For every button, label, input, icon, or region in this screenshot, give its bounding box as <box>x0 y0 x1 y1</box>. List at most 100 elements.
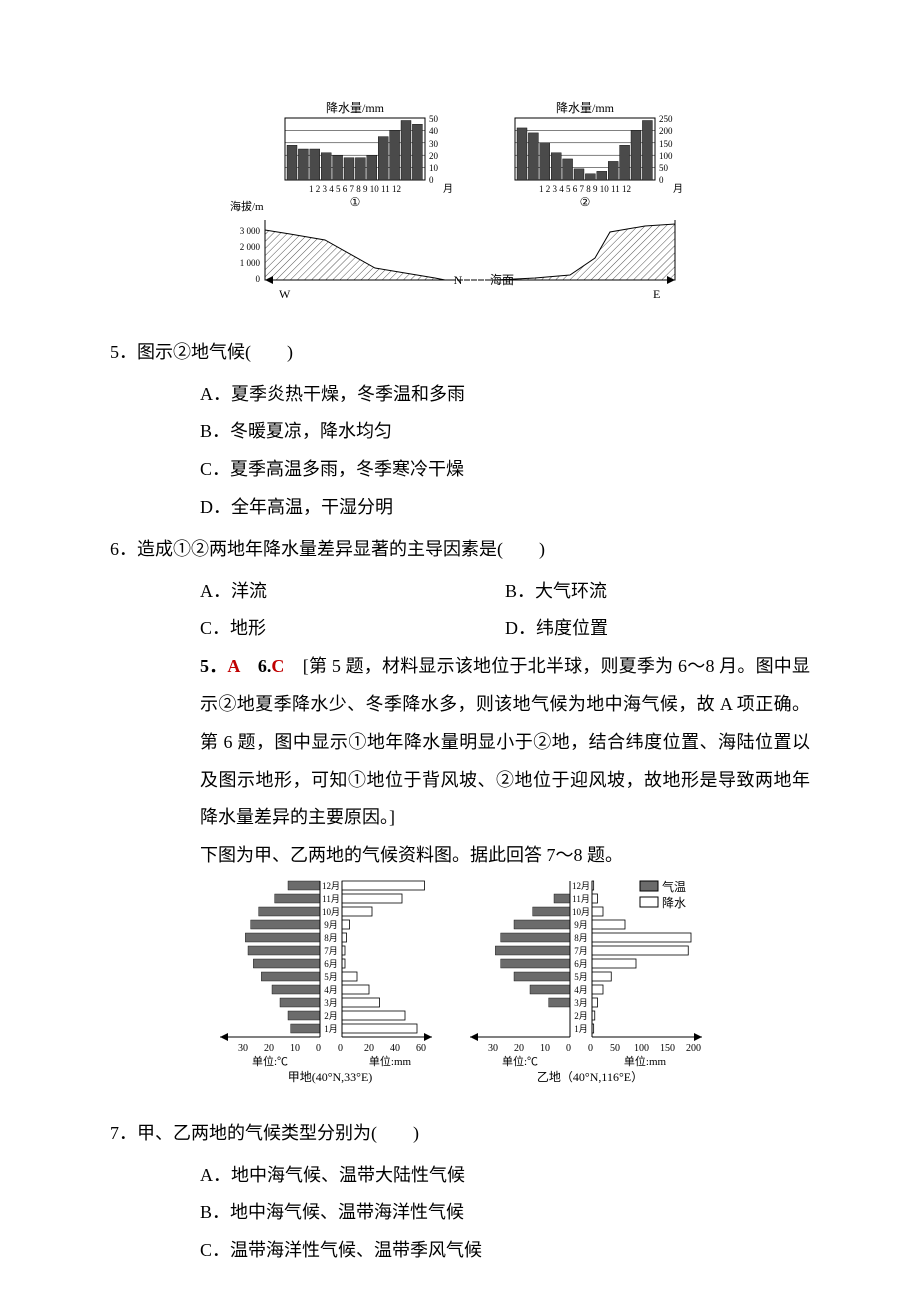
q5-opt-d: D．全年高温，干湿分明 <box>200 489 810 527</box>
q7-stem-text: ．甲、乙两地的气候类型分别为( ) <box>119 1123 419 1143</box>
month-label: 2月 <box>574 1011 588 1021</box>
precip-bar <box>342 1011 405 1020</box>
precip-bar <box>592 920 625 929</box>
precip-bar <box>517 128 527 180</box>
month-label: 7月 <box>324 946 338 956</box>
svg-text:20: 20 <box>264 1043 274 1054</box>
svg-text:200: 200 <box>686 1043 701 1054</box>
svg-text:单位:℃: 单位:℃ <box>502 1054 538 1068</box>
precip-bar <box>592 933 691 942</box>
precip-bar <box>563 159 573 180</box>
precip-bar <box>597 171 607 180</box>
precip-bar <box>585 174 595 180</box>
svg-text:40: 40 <box>390 1043 400 1054</box>
precip-bar <box>298 149 308 180</box>
month-label: 9月 <box>574 920 588 930</box>
month-label: 9月 <box>324 920 338 930</box>
precip-bar <box>631 130 641 180</box>
ans5-val: A <box>227 656 239 676</box>
svg-text:月: 月 <box>443 183 453 195</box>
svg-text:2 000: 2 000 <box>240 242 261 252</box>
precip-bar <box>592 894 598 903</box>
month-label: 12月 <box>322 881 340 891</box>
figure-2: 气温 降水 12月11月10月9月8月7月6月5月4月3月2月1月 30 20 … <box>110 875 810 1105</box>
fig1-left: 降水量/mm 50 40 30 20 10 0 1 2 <box>230 101 453 301</box>
q7-options: A．地中海气候、温带大陆性气候 B．地中海气候、温带海洋性气候 C．温带海洋性气… <box>200 1157 810 1270</box>
precip-bar <box>592 972 611 981</box>
month-label: 6月 <box>574 959 588 969</box>
month-label: 4月 <box>324 985 338 995</box>
precip-bar <box>528 133 538 180</box>
precip-bar <box>592 985 603 994</box>
ans56-text: [第 5 题，材料显示该地位于北半球，则夏季为 6～8 月。图中显示②地夏季降水… <box>200 656 810 827</box>
q5-opt-a: A．夏季炎热干燥，冬季温和多雨 <box>200 376 810 414</box>
precip-bar <box>342 998 380 1007</box>
svg-text:60: 60 <box>416 1043 426 1054</box>
precip-bar <box>390 130 400 180</box>
temp-bar <box>245 933 320 942</box>
fig1-right-bars <box>517 120 652 180</box>
temp-bar <box>501 959 570 968</box>
svg-text:50: 50 <box>610 1043 620 1054</box>
q5-num: 5 <box>110 342 119 362</box>
temp-bar <box>501 933 570 942</box>
figure-1: 降水量/mm 50 40 30 20 10 0 1 2 <box>110 100 810 324</box>
precip-bar <box>355 158 365 180</box>
precip-bar <box>342 881 425 890</box>
q5-options: A．夏季炎热干燥，冬季温和多雨 B．冬暖夏凉，降水均匀 C．夏季高温多雨，冬季寒… <box>200 376 810 527</box>
precip-bar <box>608 161 618 180</box>
q6-opt-a: A．洋流 <box>200 573 505 611</box>
temp-bar <box>495 946 570 955</box>
svg-text:150: 150 <box>660 1043 675 1054</box>
temp-bar <box>275 894 320 903</box>
month-label: 1月 <box>324 1024 338 1034</box>
svg-text:单位:℃: 单位:℃ <box>252 1054 288 1068</box>
svg-text:降水: 降水 <box>662 896 686 910</box>
svg-text:10: 10 <box>429 163 439 173</box>
svg-text:0: 0 <box>256 274 261 284</box>
fig1-left-circle: ① <box>350 195 361 209</box>
q7-stem: 7．甲、乙两地的气候类型分别为( ) <box>110 1115 810 1153</box>
fig2-right: 12月11月10月9月8月7月6月5月4月3月2月1月 30 20 10 0 单… <box>470 881 702 1084</box>
month-label: 2月 <box>324 1011 338 1021</box>
q6-opt-b: B．大气环流 <box>505 573 810 611</box>
precip-bar <box>342 1024 417 1033</box>
precip-bar <box>592 907 603 916</box>
precip-bar <box>342 985 369 994</box>
month-label: 5月 <box>324 972 338 982</box>
svg-text:50: 50 <box>659 163 669 173</box>
precip-bar <box>540 143 550 180</box>
precip-bar <box>592 998 598 1007</box>
fig1-right-profile: E <box>450 220 675 301</box>
intro-7-8: 下图为甲、乙两地的气候资料图。据此回答 7～8 题。 <box>200 837 810 875</box>
svg-text:200: 200 <box>659 126 673 136</box>
temp-bar <box>248 946 320 955</box>
month-label: 12月 <box>572 881 590 891</box>
temp-bar <box>549 998 570 1007</box>
month-label: 8月 <box>574 933 588 943</box>
temp-bar <box>514 972 570 981</box>
precip-bar <box>342 972 357 981</box>
month-label: 6月 <box>324 959 338 969</box>
precip-bar <box>342 894 402 903</box>
q5-stem-text: ．图示②地气候( ) <box>119 342 293 362</box>
temp-bar <box>288 1011 320 1020</box>
svg-text:气温: 气温 <box>662 879 686 894</box>
precip-bar <box>620 145 630 180</box>
svg-text:250: 250 <box>659 114 673 124</box>
q6-stem-text: ．造成①②两地年降水量差异显著的主导因素是( ) <box>119 539 545 559</box>
fig1-left-bars <box>287 120 422 180</box>
q6-num: 6 <box>110 539 119 559</box>
fig2-right-caption: 乙地（40°N,116°E） <box>537 1070 643 1084</box>
svg-text:30: 30 <box>238 1043 248 1054</box>
svg-text:0: 0 <box>566 1043 571 1054</box>
temp-bar <box>261 972 320 981</box>
precip-bar <box>321 153 331 180</box>
precip-bar <box>378 137 388 180</box>
svg-text:50: 50 <box>429 114 439 124</box>
svg-text:0: 0 <box>429 175 434 185</box>
svg-text:0: 0 <box>659 175 664 185</box>
precip-bar <box>287 145 297 180</box>
fig1-alt-label: 海拔/m <box>230 199 264 213</box>
temp-bar <box>251 920 320 929</box>
